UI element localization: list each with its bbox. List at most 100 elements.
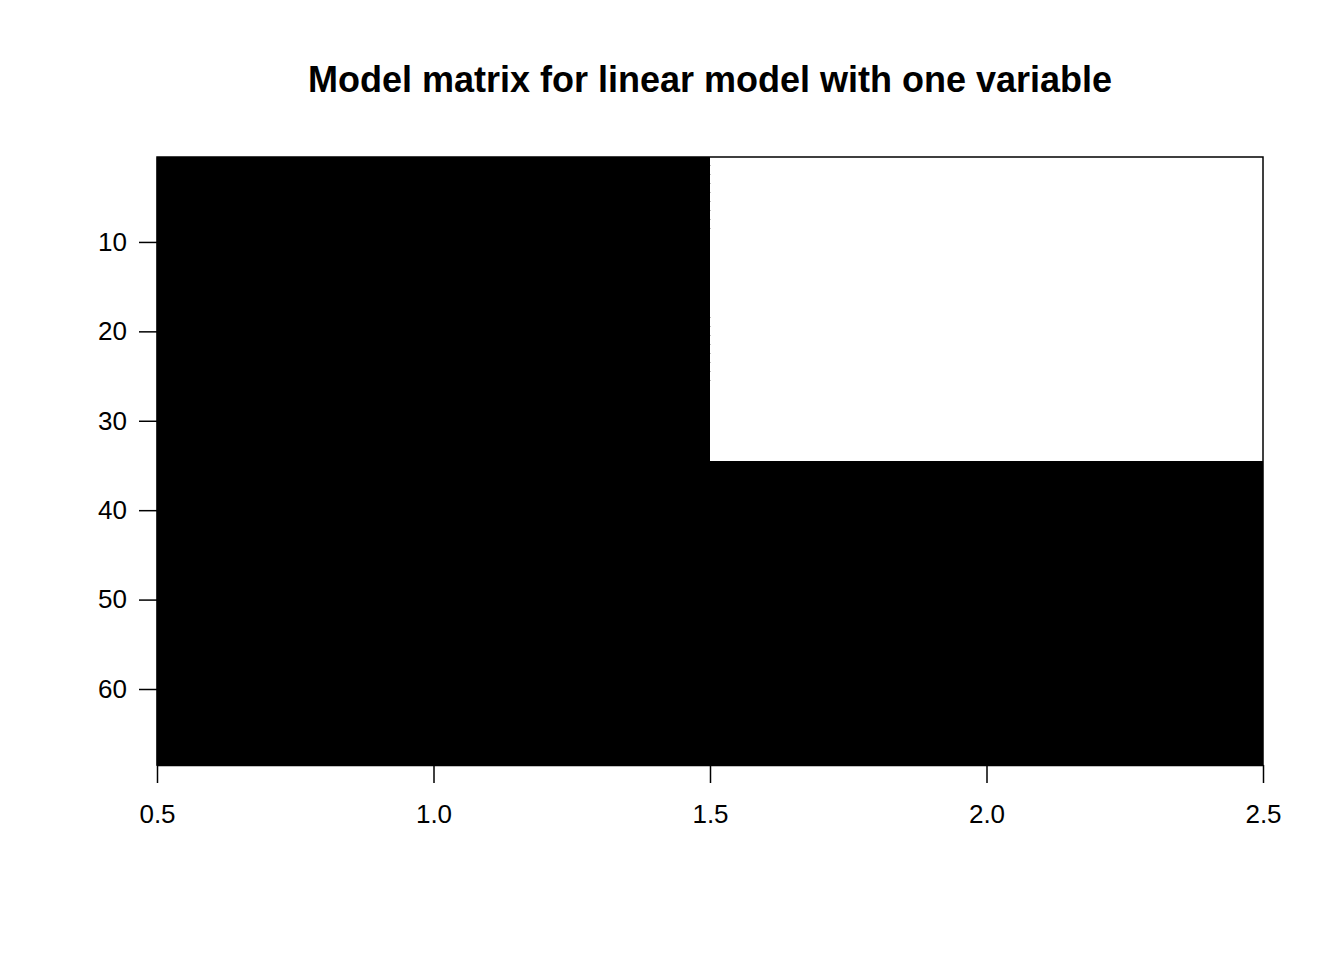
cell bbox=[710, 506, 1263, 515]
cell bbox=[157, 255, 710, 264]
cell bbox=[157, 586, 710, 595]
cell bbox=[157, 604, 710, 613]
cell bbox=[157, 354, 710, 363]
y-tick: 60 bbox=[98, 674, 157, 704]
cell bbox=[157, 747, 710, 756]
cell bbox=[710, 604, 1263, 613]
cell bbox=[157, 443, 710, 452]
cell bbox=[157, 389, 710, 398]
x-tick-label: 2.5 bbox=[1245, 799, 1281, 829]
cell bbox=[710, 398, 1263, 407]
x-tick: 0.5 bbox=[139, 765, 175, 829]
y-tick-mark bbox=[139, 331, 157, 333]
cell bbox=[710, 738, 1263, 747]
cell bbox=[157, 264, 710, 273]
cell bbox=[157, 434, 710, 443]
x-tick: 2.5 bbox=[1245, 765, 1281, 829]
cell bbox=[710, 622, 1263, 631]
cell bbox=[710, 434, 1263, 443]
cell bbox=[157, 416, 710, 425]
cell bbox=[710, 756, 1263, 765]
cell bbox=[710, 649, 1263, 658]
cell bbox=[710, 264, 1263, 273]
x-tick-label: 0.5 bbox=[139, 799, 175, 829]
x-tick-mark bbox=[986, 765, 988, 783]
cell bbox=[157, 738, 710, 747]
cell bbox=[157, 622, 710, 631]
cell bbox=[157, 488, 710, 497]
cell bbox=[710, 184, 1263, 193]
cells bbox=[157, 157, 1263, 765]
cell bbox=[710, 246, 1263, 255]
y-tick: 10 bbox=[98, 227, 157, 257]
cell bbox=[157, 345, 710, 354]
cell bbox=[710, 291, 1263, 300]
cell bbox=[157, 595, 710, 604]
cell bbox=[157, 184, 710, 193]
cell bbox=[710, 461, 1263, 470]
cell bbox=[157, 166, 710, 175]
cell bbox=[710, 595, 1263, 604]
cell bbox=[157, 363, 710, 372]
cell bbox=[157, 237, 710, 246]
x-tick-label: 2.0 bbox=[969, 799, 1005, 829]
cell bbox=[710, 711, 1263, 720]
cell bbox=[157, 631, 710, 640]
cell bbox=[157, 541, 710, 550]
cell bbox=[710, 550, 1263, 559]
x-tick-mark bbox=[157, 765, 159, 783]
cell bbox=[157, 702, 710, 711]
cell bbox=[710, 631, 1263, 640]
cell bbox=[157, 711, 710, 720]
cell bbox=[157, 479, 710, 488]
cell bbox=[157, 452, 710, 461]
cell bbox=[157, 407, 710, 416]
cell bbox=[710, 559, 1263, 568]
y-tick-label: 50 bbox=[98, 584, 127, 614]
y-tick-mark bbox=[139, 689, 157, 691]
cell bbox=[157, 220, 710, 229]
cell bbox=[710, 255, 1263, 264]
cell bbox=[157, 336, 710, 345]
cell bbox=[710, 685, 1263, 694]
cell bbox=[710, 497, 1263, 506]
cell bbox=[157, 229, 710, 238]
x-tick-label: 1.0 bbox=[416, 799, 452, 829]
cell bbox=[710, 658, 1263, 667]
cell bbox=[157, 381, 710, 390]
y-tick-label: 30 bbox=[98, 406, 127, 436]
cell bbox=[710, 443, 1263, 452]
cell bbox=[710, 577, 1263, 586]
cell bbox=[157, 309, 710, 318]
cell bbox=[157, 157, 710, 166]
cell bbox=[710, 237, 1263, 246]
cell bbox=[710, 175, 1263, 184]
cell bbox=[157, 461, 710, 470]
y-tick: 40 bbox=[98, 495, 157, 525]
y-tick-mark bbox=[139, 510, 157, 512]
cell bbox=[710, 372, 1263, 381]
x-tick: 1.5 bbox=[692, 765, 728, 829]
cell bbox=[710, 229, 1263, 238]
cell bbox=[157, 246, 710, 255]
y-tick: 20 bbox=[98, 316, 157, 346]
cell bbox=[157, 506, 710, 515]
cell bbox=[157, 470, 710, 479]
cell bbox=[710, 354, 1263, 363]
cell bbox=[710, 747, 1263, 756]
cell bbox=[710, 524, 1263, 533]
cell bbox=[710, 193, 1263, 202]
cell bbox=[710, 202, 1263, 211]
cell bbox=[157, 497, 710, 506]
cell bbox=[157, 211, 710, 220]
cell bbox=[710, 452, 1263, 461]
y-tick-label: 20 bbox=[98, 316, 127, 346]
x-tick-mark bbox=[710, 765, 712, 783]
cell bbox=[710, 363, 1263, 372]
cell bbox=[710, 515, 1263, 524]
cell bbox=[157, 327, 710, 336]
y-axis: 10 20 30 40 50 60 bbox=[98, 158, 157, 766]
cell bbox=[710, 488, 1263, 497]
cell bbox=[710, 720, 1263, 729]
cell bbox=[710, 166, 1263, 175]
